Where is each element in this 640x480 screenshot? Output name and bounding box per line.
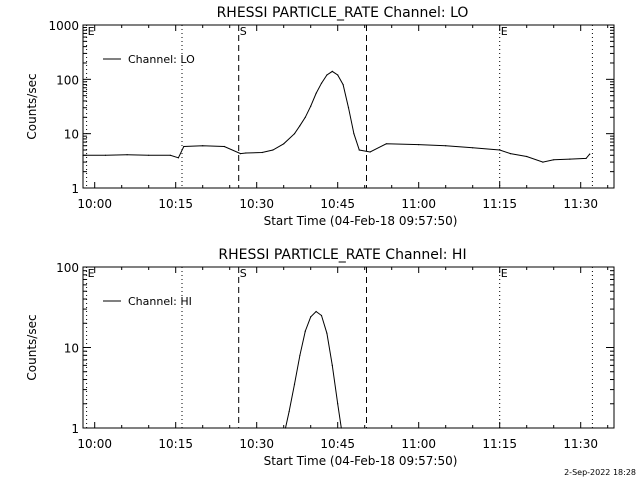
data-point xyxy=(310,105,312,107)
data-point xyxy=(337,403,339,405)
x-tick-label: 10:15 xyxy=(158,437,193,451)
x-tick-label: 11:30 xyxy=(563,437,598,451)
x-tick-label: 10:00 xyxy=(77,197,112,211)
data-point xyxy=(553,159,555,161)
event-marker-label: E xyxy=(501,267,508,280)
chart-title: RHESSI PARTICLE_RATE Channel: LO xyxy=(217,5,469,21)
data-point xyxy=(418,144,420,146)
y-tick-label: 1000 xyxy=(48,19,79,33)
data-point xyxy=(284,427,287,429)
x-tick-label: 10:00 xyxy=(77,437,112,451)
data-point xyxy=(340,427,342,429)
y-tick-label: 1 xyxy=(71,422,79,436)
data-point xyxy=(315,92,317,94)
x-tick-label: 10:45 xyxy=(320,437,355,451)
x-tick-label: 10:30 xyxy=(239,437,274,451)
data-point xyxy=(288,411,290,413)
data-point xyxy=(347,107,350,109)
x-tick-label: 10:15 xyxy=(158,197,193,211)
plot-frame xyxy=(82,24,615,189)
event-marker-label: E xyxy=(88,25,95,38)
data-point xyxy=(299,354,301,356)
data-point xyxy=(331,364,333,366)
y-tick-label: 1 xyxy=(71,182,79,196)
data-point xyxy=(104,154,107,156)
x-tick-label: 11:00 xyxy=(401,197,436,211)
data-point xyxy=(223,145,225,148)
y-tick-label: 10 xyxy=(64,128,79,142)
data-point xyxy=(358,149,360,151)
data-point xyxy=(272,149,274,151)
event-marker-label: S xyxy=(240,25,247,38)
data-point xyxy=(304,330,306,332)
y-axis-label: Counts/sec xyxy=(25,73,39,139)
data-point xyxy=(320,82,323,84)
data-point xyxy=(509,153,512,155)
data-point xyxy=(342,84,344,86)
x-tick-label: 11:15 xyxy=(482,197,517,211)
data-point xyxy=(169,154,171,156)
data-point xyxy=(304,116,306,118)
x-tick-label: 11:15 xyxy=(482,437,517,451)
data-point xyxy=(326,332,328,334)
legend-label: Channel: HI xyxy=(128,295,192,308)
data-point xyxy=(542,161,544,163)
data-point xyxy=(82,154,84,156)
data-point xyxy=(202,145,204,147)
data-point xyxy=(385,143,387,145)
data-point xyxy=(499,149,501,151)
data-point xyxy=(293,383,296,385)
chart-title: RHESSI PARTICLE_RATE Channel: HI xyxy=(218,247,466,263)
data-point xyxy=(320,314,323,317)
event-marker-label: S xyxy=(240,267,247,280)
x-tick-label: 11:00 xyxy=(401,437,436,451)
data-point xyxy=(589,153,591,155)
series-line xyxy=(285,310,342,429)
data-point xyxy=(326,74,328,76)
plot-frame xyxy=(82,266,615,429)
data-point xyxy=(331,70,333,72)
data-point xyxy=(472,147,474,149)
data-point xyxy=(261,151,263,154)
x-axis-label: Start Time (04-Feb-18 09:57:50) xyxy=(264,214,458,228)
legend-label: Channel: LO xyxy=(128,53,195,66)
data-point xyxy=(183,145,185,148)
data-point xyxy=(310,316,312,318)
data-point xyxy=(283,143,285,145)
x-tick-label: 10:30 xyxy=(239,197,274,211)
x-tick-label: 11:30 xyxy=(563,197,598,211)
data-point xyxy=(245,152,247,154)
data-point xyxy=(353,133,355,135)
data-point xyxy=(445,145,447,147)
data-point xyxy=(148,154,150,156)
data-point xyxy=(293,133,296,135)
data-point xyxy=(337,74,339,76)
series-line xyxy=(83,70,591,163)
y-tick-label: 10 xyxy=(64,342,79,356)
data-point xyxy=(369,151,371,153)
data-point xyxy=(315,310,317,313)
data-point xyxy=(526,155,528,158)
data-point xyxy=(177,157,179,159)
event-marker-label: E xyxy=(501,25,508,38)
x-tick-label: 10:45 xyxy=(320,197,355,211)
x-axis-label: Start Time (04-Feb-18 09:57:50) xyxy=(264,454,458,468)
y-axis-label: Counts/sec xyxy=(25,314,39,380)
data-point xyxy=(239,153,242,155)
y-tick-label: 100 xyxy=(56,261,79,275)
event-marker-label: E xyxy=(88,267,95,280)
data-point xyxy=(126,154,128,156)
y-tick-label: 100 xyxy=(56,73,79,87)
data-point xyxy=(569,158,571,160)
footer-timestamp: 2-Sep-2022 18:28 xyxy=(564,468,636,477)
data-point xyxy=(585,157,587,159)
data-point xyxy=(299,125,301,127)
